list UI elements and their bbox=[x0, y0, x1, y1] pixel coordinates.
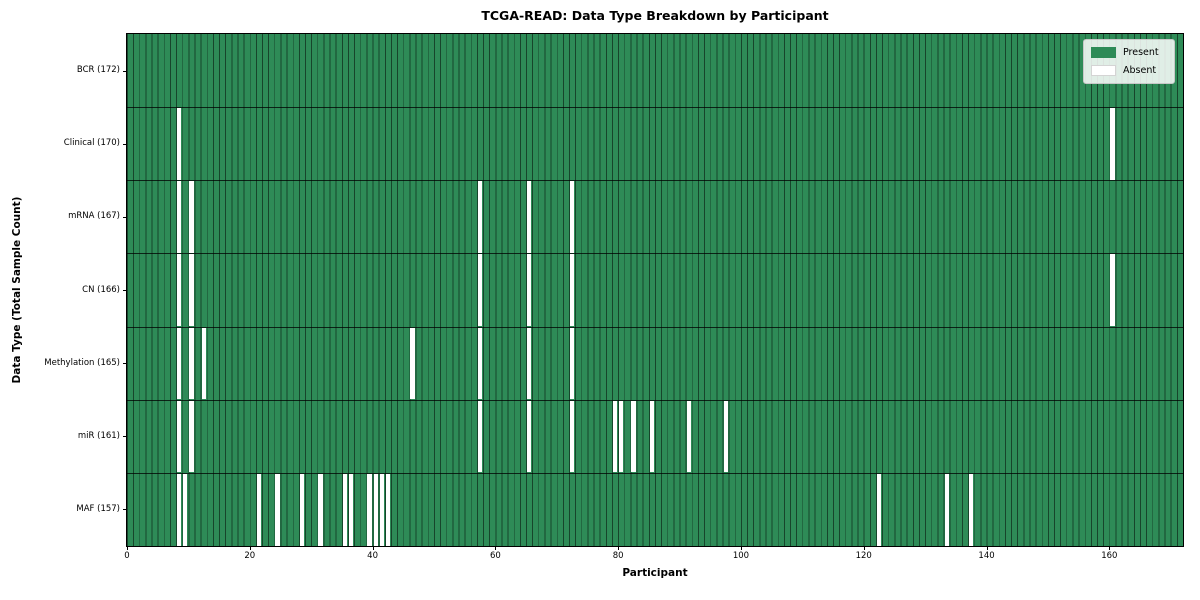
x-axis-label: Participant bbox=[622, 567, 688, 579]
absent-cell-mir-8 bbox=[177, 400, 182, 473]
legend-swatch-present bbox=[1091, 47, 1116, 59]
absent-cell-mir-57 bbox=[477, 400, 483, 473]
x-tick-mark bbox=[495, 546, 497, 550]
x-tick-label-20: 20 bbox=[244, 551, 256, 561]
absent-cell-maf-137 bbox=[969, 473, 974, 546]
y-tick-mark bbox=[123, 436, 127, 438]
row-boundary bbox=[127, 472, 1183, 474]
absent-cell-mir-80 bbox=[619, 400, 624, 473]
absent-cell-maf-122 bbox=[877, 473, 882, 546]
heatmap-grid bbox=[127, 34, 1183, 546]
absent-cell-cn-65 bbox=[527, 254, 532, 327]
chart-title: TCGA-READ: Data Type Breakdown by Partic… bbox=[481, 8, 829, 23]
absent-cell-methylation-46 bbox=[410, 327, 415, 400]
y-tick-label-mrna: mRNA (167) bbox=[68, 211, 120, 222]
absent-cell-mir-82 bbox=[631, 400, 636, 473]
absent-cell-maf-42 bbox=[385, 473, 391, 546]
absent-cell-mir-97 bbox=[723, 400, 728, 473]
absent-cell-cn-10 bbox=[189, 254, 194, 327]
x-tick-label-120: 120 bbox=[855, 551, 872, 561]
absent-cell-clinical-160 bbox=[1110, 108, 1115, 180]
plot-area bbox=[126, 33, 1184, 547]
x-tick-mark bbox=[863, 546, 865, 550]
absent-cell-cn-160 bbox=[1110, 254, 1115, 327]
absent-cell-mir-10 bbox=[189, 400, 194, 473]
x-tick-label-140: 140 bbox=[978, 551, 995, 561]
absent-cell-maf-41 bbox=[379, 473, 384, 546]
absent-cell-mrna-10 bbox=[189, 181, 194, 253]
y-tick-mark bbox=[123, 509, 127, 511]
absent-cell-maf-36 bbox=[349, 473, 354, 546]
x-tick-label-160: 160 bbox=[1101, 551, 1118, 561]
y-tick-mark bbox=[123, 290, 127, 291]
absent-cell-maf-39 bbox=[367, 473, 372, 546]
absent-cell-maf-24 bbox=[275, 473, 280, 546]
legend-entry-absent: Absent bbox=[1091, 64, 1167, 76]
y-tick-mark bbox=[123, 143, 127, 145]
legend: Present Absent bbox=[1083, 39, 1175, 84]
absent-cell-maf-31 bbox=[318, 473, 323, 546]
absent-cell-methylation-10 bbox=[189, 327, 194, 400]
row-boundary bbox=[127, 326, 1183, 328]
x-tick-mark bbox=[372, 546, 374, 550]
absent-cell-methylation-72 bbox=[570, 327, 575, 400]
absent-cell-mir-65 bbox=[527, 400, 532, 473]
absent-cell-cn-72 bbox=[570, 254, 575, 327]
absent-cell-clinical-8 bbox=[177, 108, 182, 180]
x-tick-label-100: 100 bbox=[732, 551, 750, 561]
y-tick-mark bbox=[123, 216, 127, 218]
x-tick-mark bbox=[740, 546, 742, 550]
absent-cell-cn-8 bbox=[177, 254, 182, 327]
absent-cell-methylation-57 bbox=[477, 327, 483, 400]
absent-cell-mir-79 bbox=[613, 400, 618, 473]
x-tick-label-40: 40 bbox=[367, 551, 378, 561]
x-tick-mark bbox=[1109, 546, 1111, 550]
y-tick-label-cn: CN (166) bbox=[82, 284, 120, 295]
x-tick-mark bbox=[249, 546, 251, 550]
absent-cell-mrna-72 bbox=[570, 181, 575, 253]
x-tick-mark bbox=[986, 546, 988, 550]
absent-cell-maf-9 bbox=[183, 473, 188, 546]
legend-label-absent: Absent bbox=[1123, 64, 1157, 76]
absent-cell-maf-40 bbox=[373, 473, 378, 546]
x-tick-mark bbox=[127, 546, 128, 550]
x-tick-label-0: 0 bbox=[124, 551, 130, 561]
row-boundary bbox=[127, 107, 1183, 109]
y-tick-label-clinical: Clinical (170) bbox=[63, 138, 120, 149]
row-boundary bbox=[127, 253, 1183, 255]
y-tick-label-bcr: BCR (172) bbox=[76, 65, 120, 76]
absent-cell-maf-28 bbox=[299, 473, 305, 546]
y-tick-mark bbox=[123, 70, 127, 72]
absent-cell-mrna-65 bbox=[527, 181, 532, 253]
x-tick-label-60: 60 bbox=[489, 551, 501, 561]
y-tick-label-methylation: Methylation (165) bbox=[44, 357, 120, 368]
absent-cell-mir-72 bbox=[570, 400, 575, 473]
absent-cell-methylation-12 bbox=[201, 327, 206, 400]
absent-cell-maf-35 bbox=[342, 473, 348, 546]
absent-cell-methylation-65 bbox=[527, 327, 532, 400]
row-boundary bbox=[127, 399, 1183, 401]
y-tick-label-mir: miR (161) bbox=[77, 430, 120, 441]
legend-swatch-absent bbox=[1091, 64, 1116, 76]
legend-entry-present: Present bbox=[1091, 47, 1167, 59]
legend-label-present: Present bbox=[1123, 47, 1159, 59]
y-tick-label-maf: MAF (157) bbox=[76, 503, 120, 514]
absent-cell-mrna-57 bbox=[477, 181, 483, 253]
absent-cell-mir-91 bbox=[686, 400, 691, 473]
absent-cell-methylation-8 bbox=[177, 327, 182, 400]
row-boundary bbox=[127, 180, 1183, 182]
x-tick-mark bbox=[618, 546, 620, 550]
y-tick-mark bbox=[123, 363, 127, 365]
x-tick-label-80: 80 bbox=[612, 551, 624, 561]
absent-cell-maf-133 bbox=[944, 473, 949, 546]
absent-cell-maf-21 bbox=[256, 473, 262, 546]
absent-cell-cn-57 bbox=[477, 254, 483, 327]
absent-cell-maf-8 bbox=[177, 473, 182, 546]
absent-cell-mir-85 bbox=[649, 400, 655, 473]
absent-cell-mrna-8 bbox=[177, 181, 182, 253]
